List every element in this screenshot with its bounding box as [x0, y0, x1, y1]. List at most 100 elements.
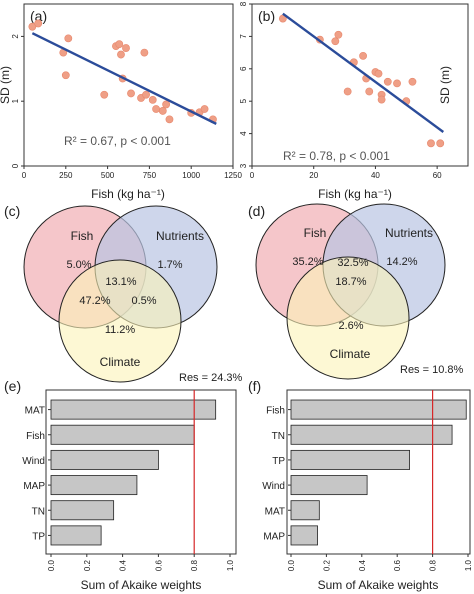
panel-f-xtick-label: 0.8 — [429, 559, 438, 571]
panel-b-point — [383, 77, 392, 86]
panel-b-label: (b) — [258, 8, 275, 24]
panel-e-x-ticks: 0.0 0.2 0.4 0.6 0.8 1.0 — [47, 554, 235, 571]
panel-b-xtick-label: 40 — [371, 171, 380, 180]
panel-a-label: (a) — [30, 8, 47, 24]
panel-f-bars — [290, 399, 467, 546]
panel-a-point — [127, 89, 135, 98]
venn-c-nutrients-only: 1.7% — [157, 259, 182, 271]
panel-e-category-wind: Wind — [22, 456, 45, 467]
panel-f-xtick-label: 0.0 — [287, 559, 296, 571]
panel-f-bar-map — [290, 525, 318, 546]
panel-a-xtick-label: 0 — [22, 171, 27, 180]
panel-e-label: (e) — [4, 378, 21, 394]
panel-a-ylabel: SD (m) — [0, 66, 12, 104]
panel-b-point — [427, 139, 435, 148]
panel-d-label: (d) — [248, 203, 265, 219]
panel-b-ylabel: SD (m) — [438, 66, 452, 104]
panel-b-xtick-label: 20 — [309, 171, 318, 180]
panel-f-bar-mat — [290, 500, 320, 521]
panel-a-ytick-label: 0 — [11, 163, 20, 168]
panel-f-label: (f) — [248, 378, 261, 394]
panel-e-bar-wind — [50, 449, 159, 470]
panel-a-fit-line — [31, 32, 217, 125]
venn-c-nutrients-climate: 0.5% — [131, 295, 156, 307]
panel-a-plot-area — [23, 3, 234, 167]
panel-e-xlabel: Sum of Akaike weights — [81, 578, 202, 592]
panel-a-xtick-label: 1000 — [182, 171, 200, 180]
panel-a-point — [152, 105, 160, 113]
venn-d-fish-nutrients: 32.5% — [337, 257, 368, 269]
panel-f-category-map: MAP — [263, 531, 285, 542]
panel-f-bar-fish — [290, 399, 467, 420]
panel-a-point — [140, 48, 149, 57]
panel-b-point — [374, 69, 383, 78]
panel-b-plot-area — [251, 3, 469, 167]
panel-d-venn: (d) Fish Nutrients Climate 35.2% 14.2% 3… — [248, 203, 464, 380]
panel-a-point — [115, 40, 124, 49]
panel-a-point — [162, 100, 171, 109]
panel-f-xtick-label: 1.0 — [464, 559, 473, 571]
panel-a-xtick-label: 750 — [143, 171, 157, 180]
panel-a-xtick-label: 250 — [59, 171, 73, 180]
panel-a-point — [28, 22, 37, 31]
panel-a-point — [100, 90, 109, 99]
venn-c-climate-label: Climate — [100, 355, 141, 369]
panel-a-point — [158, 107, 167, 115]
panel-f-category-tn: TN — [272, 431, 285, 442]
venn-c-fish-label: Fish — [71, 229, 94, 243]
panel-a-y-ticks: 0 1 2 — [11, 34, 24, 168]
venn-c-climate-only: 11.2% — [105, 324, 136, 336]
panel-a-point — [61, 71, 70, 80]
panel-b-x-ticks: 0 20 40 60 — [250, 166, 442, 180]
panel-e-bars — [50, 399, 217, 546]
panel-e-category-tn: TN — [32, 506, 45, 517]
panel-b-point — [334, 30, 343, 39]
panel-f-bar-chart: (f) Fish TN TP Wind MAT MAP 0.0 0.2 0.4 0.6 0.8 1.… — [248, 378, 473, 592]
venn-c-fish-only: 5.0% — [66, 259, 91, 271]
panel-a-xtick-label: 500 — [101, 171, 115, 180]
panel-b-point — [393, 79, 401, 88]
panel-b-ytick-label: 6 — [239, 66, 248, 71]
venn-d-nutrients-label: Nutrients — [385, 226, 433, 240]
panel-b-point — [377, 95, 386, 104]
panel-e-category-tp: TP — [32, 531, 45, 542]
venn-d-nutrients-only: 14.2% — [386, 256, 417, 268]
panel-b-ytick-label: 7 — [239, 34, 248, 39]
panel-a-point — [200, 105, 209, 113]
panel-a-x-ticks: 0 250 500 750 1000 1250 — [22, 166, 242, 180]
panel-e-category-mat: MAT — [25, 406, 45, 417]
panel-e-xtick-label: 0.8 — [190, 559, 199, 571]
panel-b-point — [436, 139, 445, 148]
panel-e-bar-tn — [50, 500, 115, 521]
venn-d-climate-circle — [286, 256, 410, 380]
panel-f-x-ticks: 0.0 0.2 0.4 0.6 0.8 1.0 — [287, 554, 473, 571]
panel-f-xtick-label: 0.4 — [358, 559, 367, 571]
panel-a-points — [28, 19, 217, 124]
venn-c-climate-circle — [58, 259, 182, 383]
venn-d-all-three: 18.7% — [335, 276, 366, 288]
panel-e-xtick-label: 0.2 — [83, 559, 92, 571]
panel-b-point — [359, 51, 367, 60]
panel-f-category-mat: MAT — [265, 506, 285, 517]
panel-b-point — [331, 37, 340, 46]
panel-e-bar-chart: (e) MAT Fish Wind MAP TN TP 0.0 0.2 0.4 0.6 0.8 1.… — [4, 378, 237, 592]
panel-b-xtick-label: 60 — [433, 171, 442, 180]
panel-a-xtick-label: 1250 — [224, 171, 242, 180]
panel-f-category-wind: Wind — [262, 481, 285, 492]
panel-f-category-tp: TP — [272, 456, 285, 467]
panel-e-bar-mat — [50, 399, 217, 420]
panel-a-point — [148, 96, 157, 104]
venn-d-residual: Res = 10.8% — [400, 364, 464, 376]
panel-e-category-map: MAP — [23, 481, 45, 492]
panel-b-point — [365, 87, 374, 96]
panel-f-xtick-label: 0.2 — [322, 559, 331, 571]
panel-b-annotation: R² = 0.78, p < 0.001 — [283, 149, 390, 163]
panel-f-bar-tp — [290, 449, 410, 470]
panel-b-points — [278, 14, 445, 148]
panel-e-bar-tp — [50, 525, 102, 546]
panel-b-xlabel: Fish (kg ha⁻¹) — [318, 187, 392, 201]
panel-a-ytick-label: 1 — [11, 98, 20, 103]
venn-d-climate-only: 2.6% — [338, 320, 363, 332]
panel-e-bar-fish — [50, 424, 195, 445]
